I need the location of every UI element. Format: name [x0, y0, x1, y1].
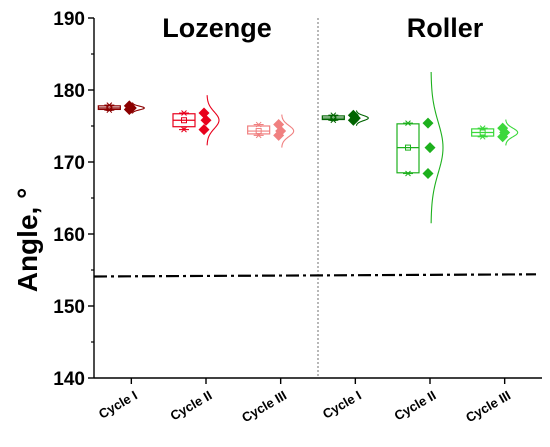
data-point [497, 122, 509, 134]
x-tick-label: Cycle I [96, 388, 140, 422]
x-tick-label: Cycle III [463, 388, 513, 426]
extreme-marker [255, 121, 262, 128]
extreme-marker [255, 132, 262, 139]
data-point [347, 109, 359, 121]
data-point [273, 119, 285, 131]
box-series-5 [471, 119, 519, 146]
extreme-marker [330, 117, 337, 124]
y-tick-label: 170 [53, 153, 85, 174]
y-tick-label: 140 [53, 369, 85, 390]
extreme-marker [479, 125, 486, 132]
distribution-curve [131, 102, 145, 114]
box [396, 123, 420, 174]
data-point [275, 125, 287, 137]
box-series-1 [172, 95, 220, 146]
extreme-marker [181, 126, 187, 133]
extreme-marker [405, 170, 411, 177]
box-series-3 [321, 109, 369, 126]
x-tick-label: Cycle II [168, 388, 215, 424]
box-series-4 [396, 71, 444, 224]
plot-area: 140 150 160 170 180 190 Cycle I Cycle II Cycle I… [53, 9, 542, 425]
mean-marker [255, 128, 262, 135]
extreme-marker [479, 133, 486, 140]
x-tick-label: Cycle I [320, 388, 364, 422]
y-tick-label: 180 [53, 81, 85, 102]
extreme-marker [181, 110, 187, 116]
y-tick-label: 160 [53, 225, 85, 246]
x-tick-label: Cycle II [392, 388, 439, 424]
data-point [422, 168, 434, 180]
mean-marker [405, 144, 411, 151]
distribution-curve [430, 71, 444, 224]
data-point [198, 124, 210, 136]
extreme-marker [106, 102, 113, 108]
extreme-marker [106, 107, 113, 114]
panel-title-roller: Roller [407, 13, 484, 43]
distribution-curve [505, 119, 519, 146]
box [247, 125, 271, 135]
mean-marker [181, 117, 187, 124]
box-series-0 [97, 100, 145, 115]
box-series-2 [247, 114, 295, 148]
data-point [424, 142, 436, 154]
data-point [499, 126, 511, 138]
y-tick-label: 150 [53, 297, 85, 318]
distribution-curve [355, 110, 369, 126]
y-axis-label: Angle, ° [12, 188, 43, 293]
mean-marker [479, 129, 486, 136]
y-tick-label: 190 [53, 9, 85, 30]
reference-line [93, 273, 537, 278]
panel-title-lozenge: Lozenge [162, 13, 272, 43]
distribution-curve [281, 114, 295, 148]
data-point [422, 117, 434, 129]
data-point [198, 107, 210, 119]
extreme-marker [405, 120, 411, 126]
x-tick-label: Cycle III [239, 388, 289, 426]
extreme-marker [330, 112, 337, 119]
distribution-curve [206, 95, 220, 146]
